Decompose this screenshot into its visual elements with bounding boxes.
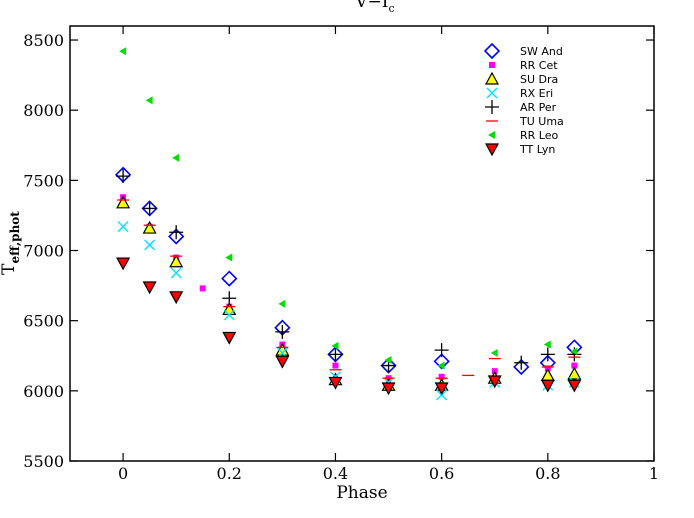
point-rx-eri: [144, 239, 156, 251]
y-axis-label: Teff,phot: [0, 211, 22, 275]
point-tt-lyn: [222, 331, 237, 345]
x-tick-label: 0.8: [535, 464, 560, 483]
point-sw-and: [221, 270, 238, 287]
legend-label-rx-eri: RX Eri: [520, 87, 553, 100]
point-su-dra: [142, 220, 157, 234]
point-rr-cet: [571, 362, 578, 369]
point-tt-lyn: [434, 382, 449, 396]
point-tt-lyn: [487, 375, 502, 389]
point-su-dra: [540, 368, 555, 382]
point-ar-per: [222, 291, 237, 306]
point-ar-per: [434, 343, 449, 358]
point-rr-cet: [199, 285, 206, 292]
point-ar-per: [116, 169, 131, 184]
y-tick-label: 8500: [23, 31, 64, 50]
legend-label-su-dra: SU Dra: [520, 73, 558, 86]
legend-label-tu-uma: TU Uma: [519, 115, 564, 128]
point-rr-leo: [331, 341, 339, 350]
legend-label-rr-cet: RR Cet: [520, 59, 558, 72]
y-tick-label: 7000: [23, 242, 64, 261]
point-rr-cet: [438, 373, 445, 380]
legend-marker-rr-leo: [488, 131, 495, 139]
point-tt-lyn: [142, 281, 157, 295]
point-tt-lyn: [567, 379, 582, 393]
point-rx-eri: [170, 267, 182, 279]
point-rr-leo: [225, 253, 233, 262]
legend-marker-sw-and: [483, 42, 501, 60]
point-rr-leo: [543, 340, 551, 349]
point-rr-leo: [570, 347, 578, 356]
legend-marker-rr-cet: [489, 62, 495, 68]
point-rr-cet: [332, 362, 339, 369]
point-rr-leo: [145, 96, 153, 105]
legend-marker-su-dra: [484, 71, 500, 85]
point-rr-leo: [119, 47, 127, 56]
chart-title: V−Ic: [354, 0, 394, 15]
point-su-dra: [116, 195, 131, 209]
x-tick-label: 1: [649, 464, 659, 483]
point-ar-per: [540, 347, 555, 362]
x-tick-label: 0.4: [323, 464, 348, 483]
point-sw-and: [513, 358, 530, 376]
x-tick-label: 0.2: [217, 464, 242, 483]
point-ar-per: [169, 225, 184, 240]
point-sw-and: [433, 353, 450, 370]
point-tt-lyn: [540, 379, 555, 393]
point-tt-lyn: [381, 382, 396, 396]
point-rr-leo: [172, 153, 180, 162]
legend-marker-tt-lyn: [484, 143, 500, 157]
point-rr-leo: [384, 355, 392, 364]
x-axis-label: Phase: [336, 483, 387, 503]
legend-label-ar-per: AR Per: [520, 101, 557, 114]
point-tt-lyn: [328, 376, 343, 390]
point-rx-eri: [223, 309, 235, 321]
point-rx-eri: [117, 221, 129, 233]
axis-ticks: 0 0.2 0.4 0.6 0.8 1 5500 6000 6500 7000 7500 8000 85…: [23, 26, 659, 483]
point-ar-per: [328, 347, 343, 362]
y-tick-label: 8000: [23, 101, 64, 120]
point-sw-and: [168, 228, 185, 245]
data-marks: [114, 47, 583, 401]
y-tick-label: 5500: [23, 452, 64, 471]
point-tt-lyn: [275, 355, 290, 369]
legend-label-sw-and: SW And: [520, 45, 563, 58]
point-rr-leo: [437, 361, 445, 370]
y-tick-label: 6500: [23, 312, 64, 331]
legend-label-tt-lyn: TT Lyn: [519, 143, 555, 156]
point-su-dra: [567, 366, 582, 380]
plot-area: [69, 25, 655, 462]
point-su-dra: [169, 254, 184, 268]
point-tt-lyn: [116, 257, 131, 271]
legend-marker-rx-eri: [486, 87, 498, 99]
x-tick-label: 0: [118, 464, 128, 483]
x-tick-label: 0.6: [429, 464, 454, 483]
point-ar-per: [514, 355, 529, 370]
point-tt-lyn: [169, 291, 184, 305]
legend-label-rr-leo: RR Leo: [520, 129, 558, 142]
point-ar-per: [142, 201, 157, 216]
legend-marker-ar-per: [485, 100, 499, 114]
point-rr-leo: [278, 299, 286, 308]
y-tick-label: 7500: [23, 171, 64, 190]
point-ar-per: [275, 324, 290, 339]
point-rr-leo: [490, 348, 498, 357]
y-tick-label: 6000: [23, 382, 64, 401]
